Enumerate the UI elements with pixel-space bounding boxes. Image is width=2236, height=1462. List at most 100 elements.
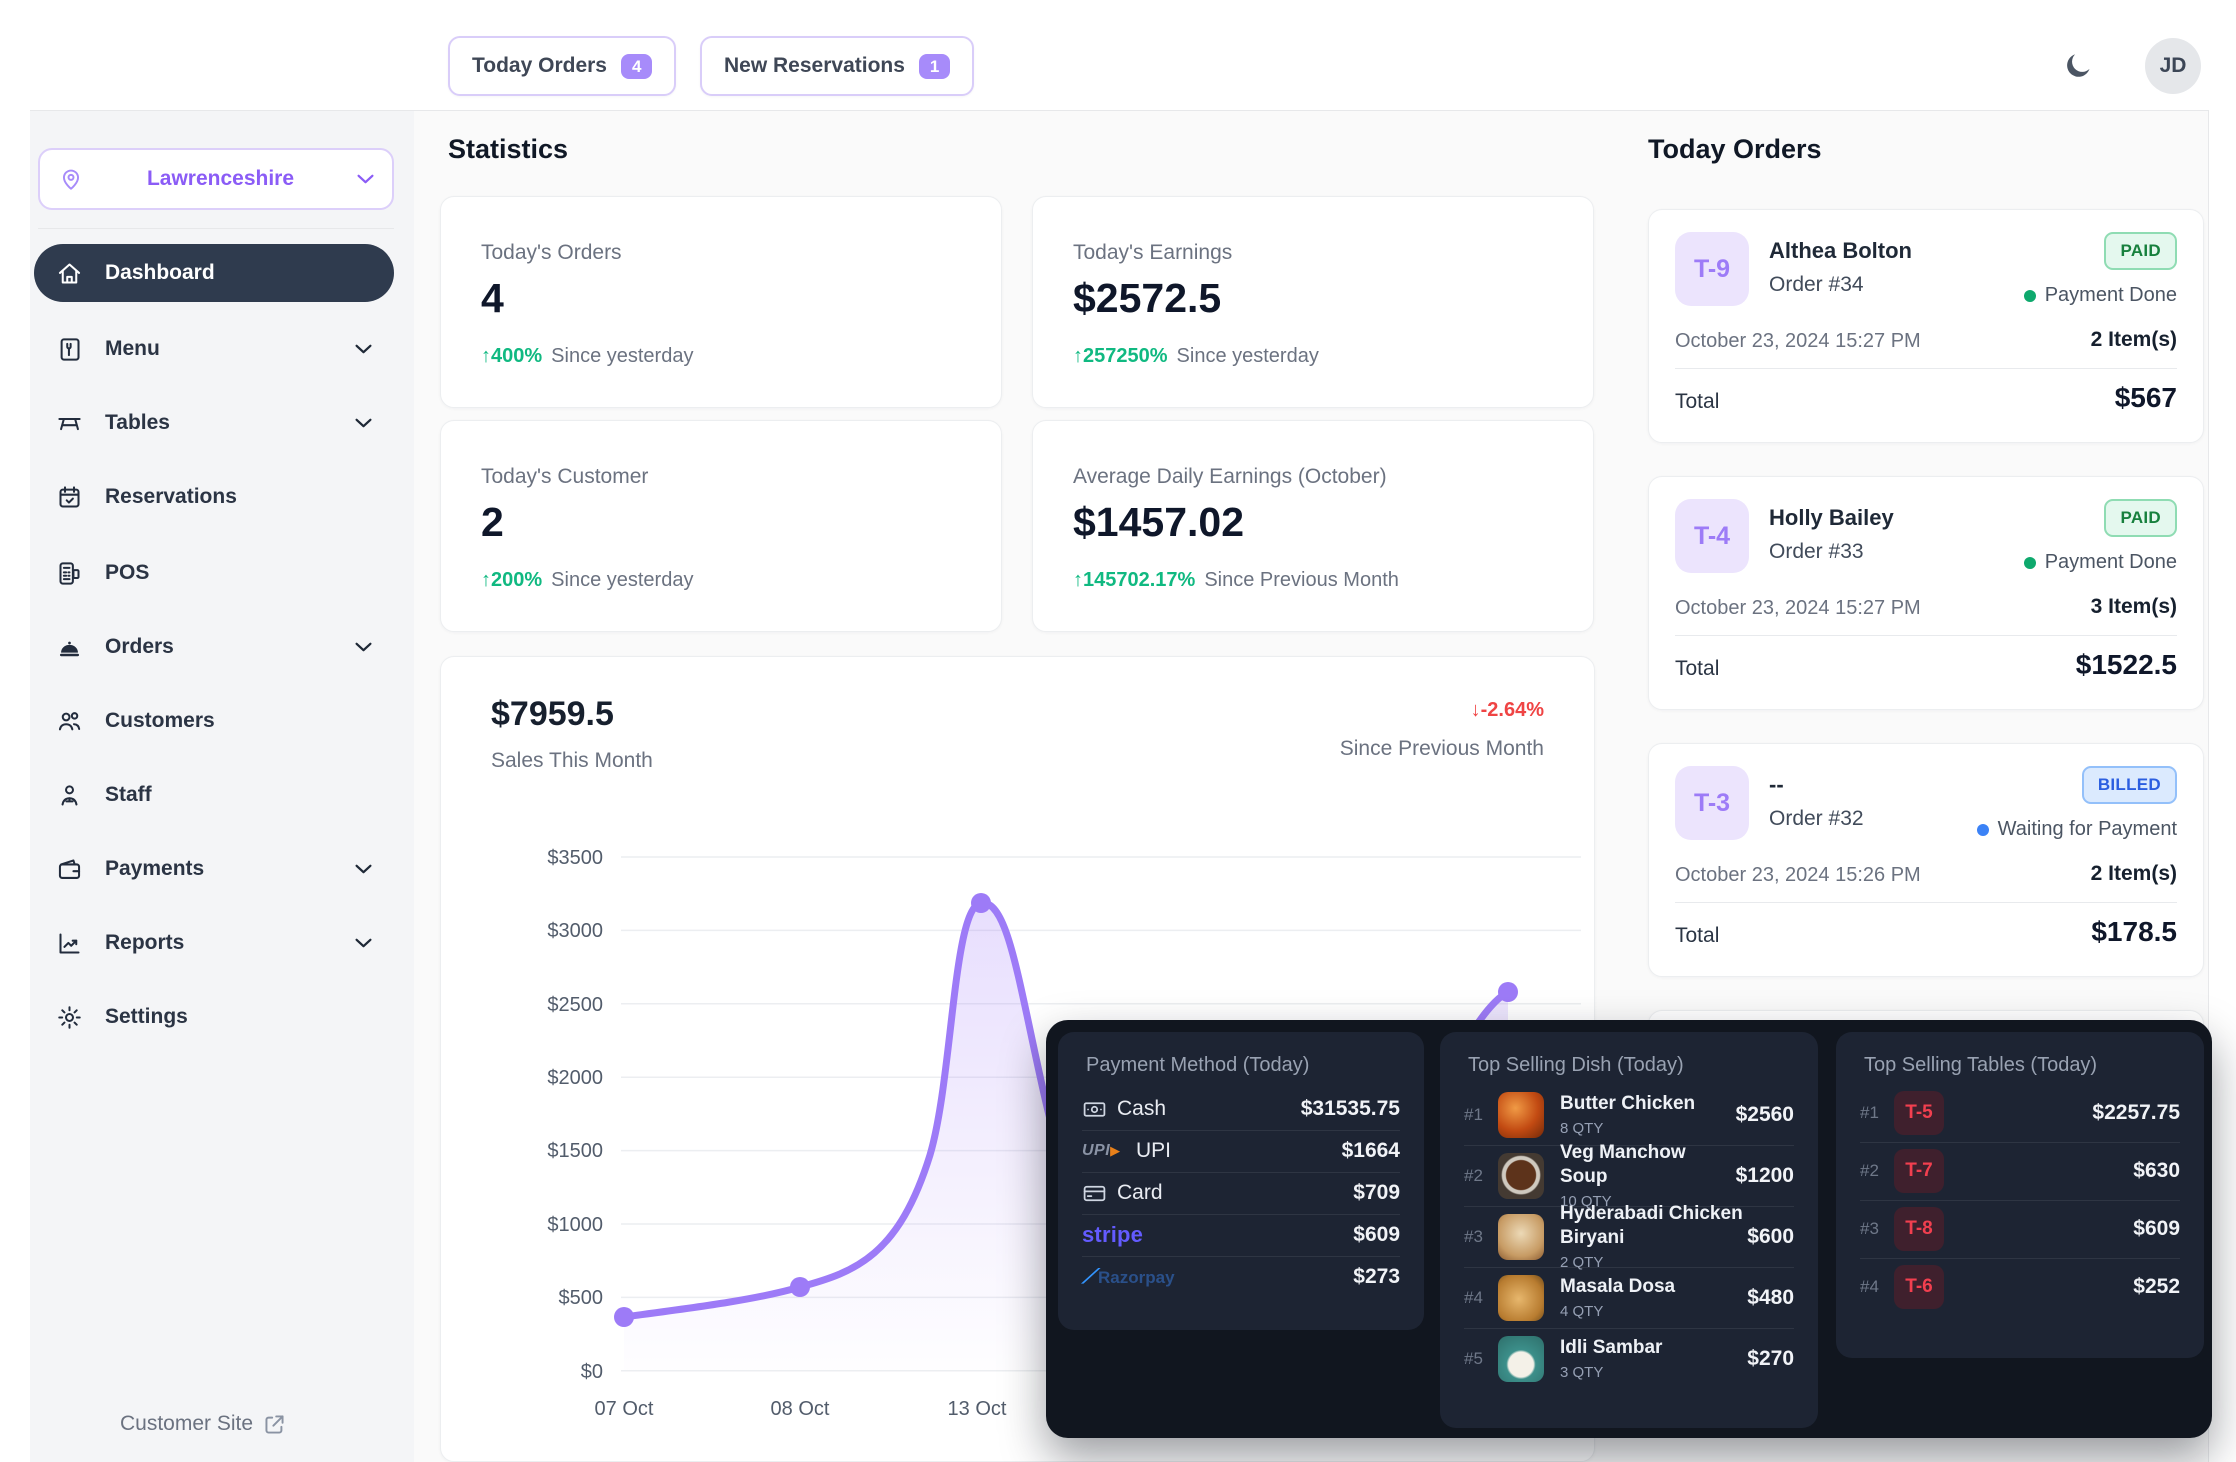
payment-method-label: Card	[1117, 1181, 1163, 1204]
sidebar-item-reports[interactable]: Reports	[34, 914, 394, 972]
sidebar-item-staff[interactable]: Staff	[34, 766, 394, 824]
statistics-title: Statistics	[448, 134, 569, 164]
stat-delta: ↑400%	[481, 345, 543, 367]
status-dot	[2023, 289, 2036, 302]
sales-total: $7959.5	[491, 695, 614, 733]
table-amount: $2257.75	[2092, 1101, 2180, 1124]
sales-delta: ↓-2.64%	[1470, 699, 1544, 721]
payment-status: Payment Done	[2023, 284, 2177, 307]
stat-delta: ↑257250%	[1073, 345, 1168, 367]
table-row: #3 T-8 $609	[1860, 1200, 2180, 1258]
location-selector[interactable]: Lawrenceshire	[38, 148, 394, 210]
dish-image	[1498, 1213, 1544, 1260]
dish-row: #1 Butter Chicken 8 QTY $2560	[1464, 1084, 1794, 1145]
calendar-check-icon	[56, 484, 83, 511]
dark-mode-toggle[interactable]	[2062, 50, 2094, 82]
order-card[interactable]: T-4 Holly Bailey Order #33 PAID Payment …	[1648, 476, 2204, 710]
dish-name: Idli Sambar	[1560, 1337, 1663, 1359]
chevron-down-icon	[357, 174, 374, 184]
order-divider	[1675, 902, 2177, 903]
sidebar-item-label: Menu	[105, 337, 160, 360]
sales-subtitle: Sales This Month	[491, 749, 653, 772]
chevron-down-icon	[355, 938, 372, 948]
order-total-label: Total	[1675, 924, 1720, 947]
stat-delta-note: Since yesterday	[551, 345, 694, 367]
dish-rank: #1	[1464, 1104, 1483, 1124]
data-point-13oct	[971, 893, 991, 913]
dish-name: Butter Chicken	[1560, 1093, 1696, 1115]
sidebar-item-orders[interactable]: Orders	[34, 618, 394, 676]
table-amount: $252	[2133, 1275, 2180, 1298]
menu-book-icon	[56, 336, 83, 363]
chevron-down-icon	[355, 344, 372, 354]
order-total-value: $1522.5	[2075, 649, 2177, 680]
header-divider	[30, 110, 2208, 111]
dish-amount: $600	[1747, 1224, 1794, 1248]
stat-card-todays-orders: Today's Orders 4 ↑400% Since yesterday	[440, 196, 1002, 408]
dish-name: Hyderabadi Chicken Biryani	[1560, 1203, 1743, 1248]
payment-method-title: Payment Method (Today)	[1086, 1054, 1310, 1076]
svg-text:$1500: $1500	[547, 1140, 603, 1162]
chart-line-icon	[56, 930, 83, 957]
order-datetime: October 23, 2024 15:26 PM	[1675, 864, 1921, 886]
moon-icon	[2062, 50, 2094, 82]
status-badge: PAID	[2104, 499, 2177, 537]
payment-row-stripe: stripe $609	[1082, 1214, 1400, 1256]
external-link-icon	[263, 1413, 286, 1436]
chevron-down-icon	[355, 864, 372, 874]
payment-amount: $709	[1353, 1181, 1400, 1204]
today-orders-tab[interactable]: Today Orders 4	[448, 36, 677, 96]
dish-rank: #2	[1464, 1165, 1483, 1185]
status-badge: BILLED	[2081, 766, 2177, 804]
sidebar-item-customers[interactable]: Customers	[34, 692, 394, 750]
payment-method-panel: Payment Method (Today) Cash $31535.75 UP…	[1058, 1032, 1424, 1330]
data-point-08oct	[790, 1277, 810, 1297]
sidebar-item-label: Orders	[105, 635, 174, 658]
customer-site-link[interactable]: Customer Site	[120, 1412, 286, 1436]
sidebar-divider	[38, 228, 394, 229]
sidebar-item-menu[interactable]: Menu	[34, 320, 394, 378]
data-point-07oct	[614, 1307, 634, 1327]
staff-person-icon	[56, 782, 83, 809]
top-selling-dish-panel: Top Selling Dish (Today) #1 Butter Chick…	[1440, 1032, 1818, 1428]
avatar[interactable]: JD	[2145, 38, 2201, 94]
svg-text:$0: $0	[581, 1361, 603, 1383]
table-row: #2 T-7 $630	[1860, 1142, 2180, 1200]
sidebar-item-payments[interactable]: Payments	[34, 840, 394, 898]
sidebar-item-pos[interactable]: POS	[34, 544, 394, 602]
payment-amount: $31535.75	[1300, 1097, 1400, 1120]
table-row: #1 T-5 $2257.75	[1860, 1084, 2180, 1142]
sidebar-item-label: POS	[105, 561, 150, 584]
table-rank: #3	[1860, 1219, 1879, 1238]
dish-qty: 4 QTY	[1560, 1302, 1604, 1320]
payment-method-label: Cash	[1117, 1097, 1167, 1120]
order-number: Order #33	[1769, 540, 1864, 563]
stat-label: Today's Customer	[481, 465, 649, 488]
order-total-label: Total	[1675, 390, 1720, 413]
svg-text:13 Oct: 13 Oct	[948, 1398, 1007, 1420]
sales-delta-note: Since Previous Month	[1339, 737, 1544, 760]
sidebar-item-settings[interactable]: Settings	[34, 988, 394, 1046]
order-card[interactable]: T-9 Althea Bolton Order #34 PAID Payment…	[1648, 209, 2204, 443]
table-rank: #4	[1860, 1277, 1879, 1296]
sidebar-item-dashboard[interactable]: Dashboard	[34, 244, 394, 302]
new-reservations-tab[interactable]: New Reservations 1	[700, 36, 975, 96]
users-icon	[56, 708, 83, 735]
order-items-count: 2 Item(s)	[2090, 862, 2177, 885]
order-card[interactable]: T-3 -- Order #32 BILLED Waiting for Paym…	[1648, 743, 2204, 977]
table-amount: $609	[2133, 1217, 2180, 1240]
order-divider	[1675, 635, 2177, 636]
stat-label: Average Daily Earnings (October)	[1073, 465, 1387, 488]
table-icon	[56, 410, 83, 437]
stat-label: Today's Orders	[481, 241, 622, 264]
sidebar-item-label: Settings	[105, 1005, 188, 1028]
sidebar-item-label: Staff	[105, 783, 152, 806]
sidebar-item-tables[interactable]: Tables	[34, 394, 394, 452]
right-border	[2208, 110, 2209, 1462]
sidebar-item-reservations[interactable]: Reservations	[34, 468, 394, 526]
svg-text:$3500: $3500	[547, 847, 603, 869]
stat-label: Today's Earnings	[1073, 241, 1233, 264]
sidebar-item-label: Reservations	[105, 485, 237, 508]
svg-text:$1000: $1000	[547, 1214, 603, 1236]
table-badge: T-9	[1675, 232, 1749, 306]
